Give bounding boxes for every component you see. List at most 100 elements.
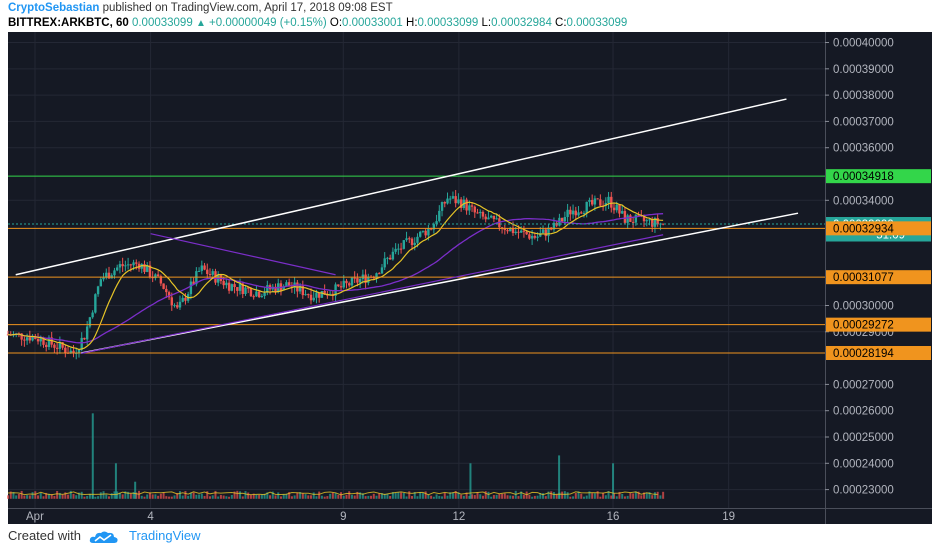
- volume-bar: [610, 495, 613, 499]
- volume-bar: [37, 495, 40, 499]
- candle-body: [353, 277, 356, 279]
- candle-body: [405, 238, 408, 241]
- volume-bar: [506, 495, 509, 499]
- volume-bar: [225, 496, 228, 499]
- candle-body: [446, 198, 449, 204]
- triangle-up-icon: ▲: [195, 18, 206, 29]
- high-value: 0.00033099: [417, 17, 479, 29]
- candle-body: [307, 294, 310, 296]
- volume-bar: [105, 494, 108, 499]
- volume-spike-bar: [469, 463, 472, 499]
- publish-info: published on TradingView.com, April 17, …: [102, 2, 393, 14]
- candle-body: [424, 230, 427, 236]
- volume-bar: [640, 495, 643, 499]
- volume-bar: [67, 494, 70, 499]
- volume-bar: [424, 491, 427, 499]
- candle-body: [143, 264, 146, 272]
- candle-body: [96, 286, 100, 295]
- trend-line-purple: [81, 234, 664, 354]
- price-tick-label: 0.00023000: [833, 485, 894, 497]
- price-label-bg: [826, 221, 931, 236]
- volume-bar: [582, 496, 585, 499]
- candle-body: [631, 221, 635, 223]
- price-label-orange: 0.00028194: [833, 348, 894, 360]
- volume-bar: [552, 492, 555, 499]
- candle-body: [380, 267, 384, 274]
- candle-body: [69, 350, 72, 354]
- volume-bar: [340, 492, 343, 499]
- volume-bar: [86, 495, 89, 499]
- candle-body: [115, 267, 119, 271]
- volume-bar: [517, 496, 520, 499]
- volume-bar: [195, 494, 198, 499]
- author-link[interactable]: CryptoSebastian: [8, 2, 100, 14]
- volume-bar: [481, 495, 484, 499]
- volume-bar: [618, 491, 621, 499]
- volume-bar: [416, 496, 419, 499]
- candle-body: [637, 214, 640, 216]
- candle-body: [200, 265, 204, 271]
- candle-body: [388, 257, 392, 260]
- volume-bar: [282, 494, 285, 499]
- volume-bar: [645, 492, 648, 499]
- candle-body: [260, 295, 264, 298]
- candle-body: [77, 349, 81, 353]
- price-change: +0.00000049 (+0.15%): [209, 17, 327, 29]
- volume-bar: [495, 494, 498, 499]
- volume-bar: [244, 491, 247, 499]
- volume-bar: [50, 494, 53, 499]
- volume-bar: [342, 495, 345, 499]
- candle-body: [580, 212, 583, 214]
- candle-body: [42, 338, 45, 345]
- candle-body: [435, 221, 438, 225]
- volume-bar: [290, 496, 293, 499]
- candle-body: [383, 258, 386, 268]
- volume-bar: [241, 496, 244, 499]
- open-label: O:: [329, 17, 343, 29]
- price-label-bg: [826, 317, 931, 332]
- time-tick-label: 12: [452, 511, 465, 523]
- candle-body: [132, 262, 135, 266]
- trend-line-channel: [81, 212, 799, 354]
- candle-body: [429, 228, 433, 230]
- candle-body: [140, 264, 143, 269]
- volume-bar: [421, 493, 424, 499]
- price-tick-label: 0.00034000: [833, 195, 894, 207]
- candle-body: [593, 198, 597, 205]
- candle-body: [358, 278, 362, 283]
- volume-bar: [397, 492, 400, 499]
- volume-bar: [77, 492, 80, 499]
- volume-bar: [394, 492, 397, 499]
- volume-bar: [127, 491, 130, 499]
- tradingview-brand-link[interactable]: TradingView: [128, 528, 201, 543]
- volume-bar: [7, 495, 9, 499]
- volume-spike-bar: [114, 463, 117, 499]
- volume-bar: [400, 492, 403, 499]
- candle-body: [454, 196, 457, 204]
- time-tick-label: 19: [722, 511, 735, 523]
- volume-bar: [465, 492, 468, 499]
- volume-bar: [621, 494, 624, 499]
- volume-bar: [446, 495, 449, 499]
- volume-bar: [249, 494, 252, 499]
- price-chart[interactable]: 0.00040000 0.00039000 0.00038000 0.00037000…: [0, 32, 932, 524]
- volume-bar: [301, 493, 304, 499]
- candle-body: [563, 217, 567, 222]
- volume-bar: [233, 491, 236, 499]
- candle-body: [20, 333, 23, 340]
- volume-bar: [39, 492, 42, 499]
- volume-bar: [602, 492, 605, 499]
- volume-bar: [162, 492, 165, 499]
- candle-body: [612, 207, 616, 211]
- candle-body: [184, 297, 187, 301]
- volume-bar: [271, 491, 274, 499]
- volume-bar: [189, 492, 192, 499]
- candle-body: [23, 339, 26, 341]
- volume-bar: [83, 496, 86, 499]
- candle-body: [487, 217, 490, 220]
- candle-body: [577, 212, 580, 216]
- candle-body: [173, 305, 176, 307]
- volume-bar: [239, 491, 242, 499]
- candle-body: [91, 312, 94, 318]
- volume-bar: [274, 495, 277, 499]
